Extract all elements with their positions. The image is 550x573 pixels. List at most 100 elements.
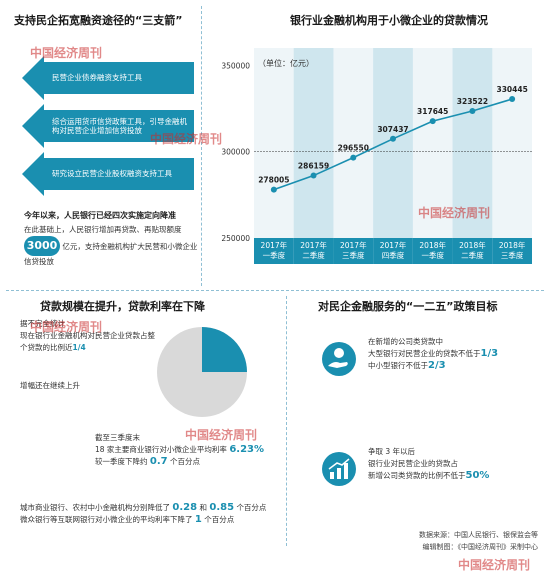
bank-val3: 1 — [194, 514, 202, 525]
data-point — [270, 186, 277, 193]
goal2-line3: 新增公司类贷款的比例不低于 — [368, 471, 466, 480]
x-tick-label: 二季度 — [302, 250, 325, 260]
goal2-val: 50% — [465, 470, 490, 481]
watermark-1: 中国经济周刊 — [30, 46, 103, 60]
arrow-equity-tool-label: 研究设立民营企业股权融资支持工具 — [52, 169, 172, 179]
y-tick-label: 250000 — [221, 234, 250, 243]
data-point — [350, 154, 357, 161]
pie-note: 据不完全统计 现在银行业金融机构对民营企业贷款占整个贷款的比例近1/4 — [20, 318, 160, 354]
pboc-quota-line2: 亿元，支持金融机构扩大民营和小微企业信贷投放 — [24, 242, 198, 266]
footer-source: 数据来源：中国人民银行、银保监会等 — [419, 531, 538, 539]
x-tick-label: 三季度 — [342, 250, 365, 260]
bank-line2a: 微众银行等互联网银行对小微企业的平均利率下降了 — [20, 515, 193, 524]
goal1-line1: 在新增的公司类贷款中 — [368, 337, 443, 346]
y-tick-label: 350000 — [221, 61, 250, 70]
goal1-line3: 中小型银行不低于 — [368, 361, 428, 370]
loan-line-chart: （单位：亿元） 350000 300000 250000 278005 286159 296… — [221, 48, 532, 264]
goal1-row3: 中小型银行不低于2/3 — [368, 360, 548, 372]
chart-title: 银行业金融机构用于小微企业的贷款情况 — [290, 14, 488, 27]
loan-scale-title: 贷款规模在提升，贷款利率在下降 — [40, 300, 205, 313]
bank-rate-row2: 微众银行等互联网银行对小微企业的平均利率下降了 1 个百分点 — [20, 514, 290, 526]
data-point — [310, 172, 317, 179]
goal2-line1: 争取 3 年以后 — [368, 447, 416, 456]
x-tick-label: 2017年 — [380, 240, 407, 250]
pie-private-slice — [202, 327, 247, 372]
rate-note-line1: 截至三季度末 — [95, 433, 140, 442]
watermark-4: 中国经济周刊 — [30, 320, 103, 334]
bank-and: 和 — [199, 503, 207, 512]
watermark-2: 中国经济周刊 — [150, 132, 223, 146]
watermark-3: 中国经济周刊 — [418, 206, 491, 220]
bank-val1: 0.28 — [172, 502, 198, 513]
x-label-box — [333, 238, 374, 264]
pboc-quota-line1: 在此基础上，人民银行增加再贷款、再贴现额度 — [24, 225, 182, 234]
arrow-credit-tool: 综合运用货币信贷政策工具，引导金融机构对民营企业增加信贷投放 — [22, 104, 194, 148]
chart-band — [373, 48, 413, 238]
x-tick-label: 2017年 — [300, 240, 327, 250]
goal2-row3: 新增公司类贷款的比例不低于50% — [368, 470, 548, 482]
x-tick-label: 一季度 — [421, 250, 444, 260]
bank-rate-row1: 城市商业银行、农村中小金融机构分别降低了 0.28 和 0.85 个百分点 — [20, 502, 290, 514]
pie-growth-note: 增幅还在继续上升 — [20, 381, 80, 390]
x-tick-label: 四季度 — [382, 250, 405, 260]
data-label: 323522 — [457, 97, 488, 106]
x-tick-label: 2017年 — [261, 240, 288, 250]
chart-band — [293, 48, 334, 238]
x-tick-label: 二季度 — [461, 250, 484, 260]
bank-line1a: 城市商业银行、农村中小金融机构分别降低了 — [20, 503, 170, 512]
goal2-text: 争取 3 年以后 银行业对民营企业的贷款占 新增公司类贷款的比例不低于50% — [368, 446, 548, 482]
x-tick-label: 一季度 — [263, 250, 286, 260]
data-label: 307437 — [377, 125, 408, 134]
x-tick-label: 2018年 — [459, 240, 486, 250]
rate-note-line2: 18 家主要商业银行对小微企业平均利率 — [95, 445, 227, 454]
data-label: 286159 — [298, 162, 329, 171]
bank-rate-note: 城市商业银行、农村中小金融机构分别降低了 0.28 和 0.85 个百分点 微众… — [20, 502, 290, 526]
rate-drop: 0.7 — [149, 456, 168, 467]
data-label: 317645 — [417, 107, 448, 116]
x-label-box — [254, 238, 294, 264]
goal1-text: 在新增的公司类贷款中 大型银行对民营企业的贷款不低于1/3 中小型银行不低于2/… — [368, 336, 548, 372]
data-point — [509, 96, 516, 103]
rate-note-row2: 18 家主要商业银行对小微企业平均利率 6.23% — [95, 444, 285, 456]
data-point — [469, 108, 476, 115]
data-point — [429, 118, 436, 125]
divider-vertical-top — [201, 6, 203, 286]
hand-coin-icon — [322, 342, 356, 376]
goal1-val1: 1/3 — [480, 348, 499, 359]
x-label-box — [373, 238, 413, 264]
goal1-line2: 大型银行对民营企业的贷款不低于 — [368, 349, 481, 358]
quota-amount-badge: 3000 — [24, 236, 60, 256]
goal2-line2: 银行业对民营企业的贷款占 — [368, 459, 458, 468]
growth-coins-icon — [322, 452, 356, 486]
rate-value: 6.23% — [229, 444, 265, 455]
chart-band — [452, 48, 493, 238]
divider-vertical-bottom — [286, 296, 288, 546]
rate-note-line3: 较一季度下降约 — [95, 457, 148, 466]
x-tick-label: 2018年 — [419, 240, 446, 250]
goal1-row2: 大型银行对民营企业的贷款不低于1/3 — [368, 348, 548, 360]
goal1-val2: 2/3 — [428, 360, 446, 371]
growth-coins-icon-glyph — [328, 458, 350, 479]
data-label: 330445 — [496, 85, 527, 94]
bank-val2: 0.85 — [209, 502, 235, 513]
data-label: 296550 — [338, 144, 369, 153]
arrow-credit-tool-label: 综合运用货币信贷政策工具，引导金融机构对民营企业增加信贷投放 — [52, 116, 187, 135]
footer-editor: 编辑制图：《中国经济周刊》采制中心 — [422, 543, 539, 551]
arrow-bond-tool-label: 民营企业债券融资支持工具 — [52, 73, 142, 83]
x-tick-label: 2018年 — [499, 240, 526, 250]
x-label-box — [293, 238, 334, 264]
hand-coin-icon-glyph — [328, 348, 348, 368]
x-label-box — [452, 238, 493, 264]
three-arrows-title: 支持民企拓宽融资途径的“三支箭” — [14, 14, 183, 27]
chart-unit-label: （单位：亿元） — [258, 58, 314, 68]
rate-note-row3: 较一季度下降约 0.7 个百分点 — [95, 456, 285, 468]
y-tick-label: 300000 — [221, 148, 250, 157]
watermark-5: 中国经济周刊 — [185, 428, 258, 442]
x-tick-label: 2017年 — [340, 240, 367, 250]
bank-line2b: 个百分点 — [204, 515, 235, 524]
data-point — [390, 135, 396, 142]
pie-note-line2: 现在银行业金融机构对民营企业贷款占整个贷款的比例近 — [20, 331, 155, 352]
divider-horizontal — [6, 290, 544, 291]
pie-fraction: 1/4 — [72, 343, 86, 352]
bank-line1b: 个百分点 — [236, 503, 267, 512]
